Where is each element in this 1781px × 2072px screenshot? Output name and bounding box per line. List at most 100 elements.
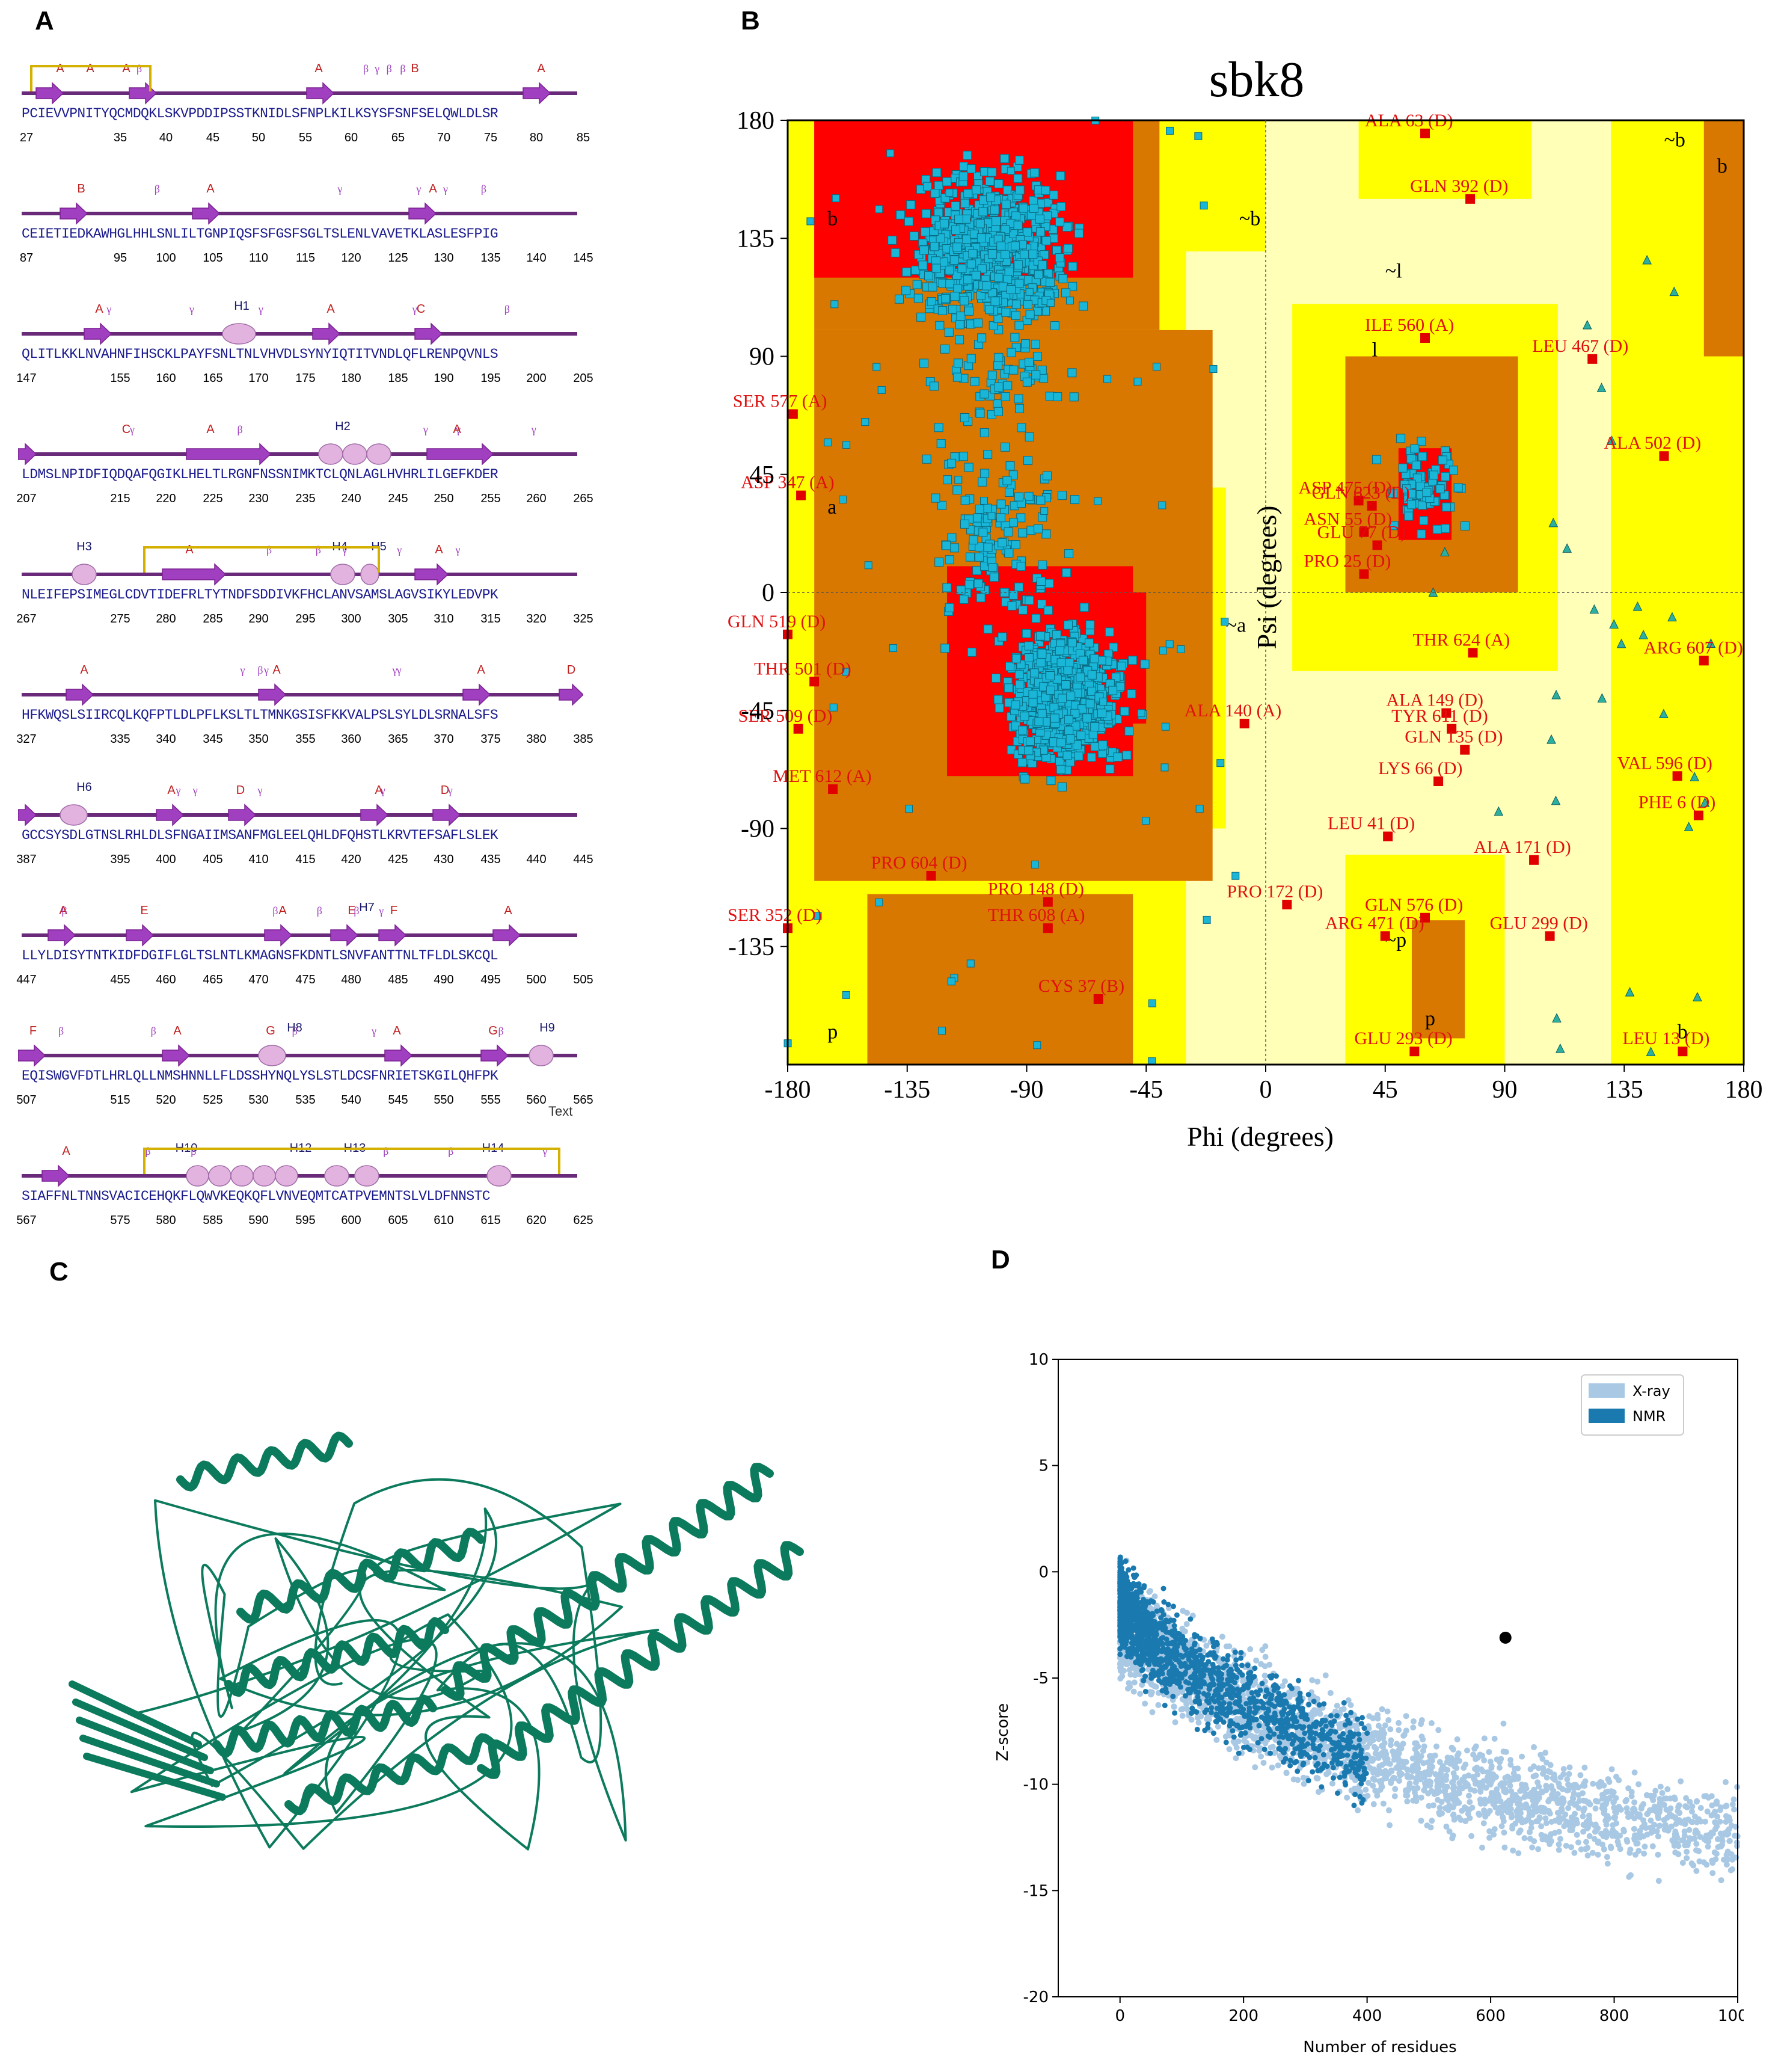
residue-point [954,215,963,223]
xray-point [1567,1827,1573,1833]
residue-point [1020,250,1029,259]
xray-point [1388,1778,1394,1785]
residue-point [994,407,1002,416]
residue-number: 435 [480,853,500,867]
residue-number: 625 [573,1214,593,1228]
residue-point [1417,530,1426,538]
residue-point [1062,681,1070,689]
xray-point [1468,1833,1474,1839]
xray-point [1585,1800,1591,1806]
xray-point [1445,1754,1451,1760]
xray-point [1241,1738,1247,1744]
helix-label: H3 [76,540,92,553]
xray-point [1403,1787,1409,1793]
residue-point [1001,250,1010,259]
xray-point [1689,1809,1695,1815]
residue-point [1105,628,1114,636]
residue-point [1405,512,1413,520]
xray-point [1515,1817,1521,1823]
xray-point [1219,1634,1225,1640]
alpha-helix-coil [355,1166,379,1186]
residue-point [1055,757,1064,766]
xray-point [1530,1808,1536,1814]
residue-point [1012,300,1020,309]
residue-point [975,553,984,561]
xray-point [1563,1819,1569,1825]
turn-symbol: γ [257,784,263,796]
outlier-label: PRO 148 (D) [988,879,1084,899]
residue-number: 305 [388,612,408,626]
strand-pair-letter: A [173,1024,182,1038]
xray-point [1678,1778,1684,1785]
xray-point [1580,1783,1586,1789]
xray-point [1631,1815,1637,1821]
residue-point [948,305,957,313]
xray-point [1644,1831,1650,1837]
beta-strand-arrow [129,83,156,103]
residue-point [939,1027,946,1034]
residue-point [945,328,953,336]
residue-number: 387 [16,853,36,867]
residue-number: 195 [480,372,500,386]
residue-point [974,579,982,588]
residue-point [967,960,974,967]
xray-point [1718,1877,1724,1883]
xray-point [1471,1788,1477,1794]
residue-point [980,428,989,437]
residue-point [1177,645,1185,653]
residue-point [921,227,930,236]
x-tick-label: -45 [1129,1076,1163,1104]
residue-number: 207 [16,492,36,506]
residue-number: 300 [341,612,361,626]
alpha-helix-coil [186,1166,209,1186]
turn-symbol: γ [176,784,181,796]
residue-point [1058,491,1066,500]
xray-point [1542,1750,1548,1756]
residue-point [1026,310,1034,319]
alpha-helix-coil [209,1166,231,1186]
zscore-panel: 020040060080010001050-5-10-15-20 X-rayNM… [986,1347,1744,2069]
residue-number: 130 [434,251,453,265]
residue-point [902,286,910,295]
outlier-label: PRO 604 (D) [871,853,967,873]
xray-point [1511,1770,1517,1776]
turn-symbol: β [316,544,321,556]
residue-point [1042,236,1050,245]
xray-point [1392,1786,1398,1792]
x-tick-label: 45 [1373,1076,1398,1104]
residue-number: 265 [573,492,593,506]
residue-number: 440 [526,853,546,867]
beta-strand-arrow [493,925,520,945]
xray-point [1547,1810,1553,1816]
residue-number: 125 [388,251,408,265]
residue-point [1023,300,1032,309]
xray-point [1573,1782,1579,1788]
xray-point [1566,1771,1572,1777]
strand-pair-letter: A [206,423,215,436]
beta-strand-arrow [415,564,448,585]
xray-point [1404,1798,1410,1804]
xray-point [1555,1797,1561,1803]
turn-symbol: γ [455,544,461,556]
residue-point [994,695,1002,704]
xray-point [1616,1833,1622,1839]
residue-number: 585 [203,1214,222,1228]
outlier-label: SER 352 (D) [728,905,822,925]
xray-point [1608,1843,1614,1849]
turn-symbol: β [191,1145,196,1157]
residue-point [1037,496,1045,505]
residue-point [1141,660,1149,668]
residue-point [920,359,928,367]
xray-point [1123,1661,1129,1667]
xray-point [1637,1812,1643,1818]
xray-point [1507,1762,1513,1768]
xray-point [1256,1748,1262,1754]
residue-number: 170 [248,372,268,386]
residue-point [1001,443,1010,451]
xray-point [1488,1759,1494,1765]
residue-point [997,242,1005,250]
